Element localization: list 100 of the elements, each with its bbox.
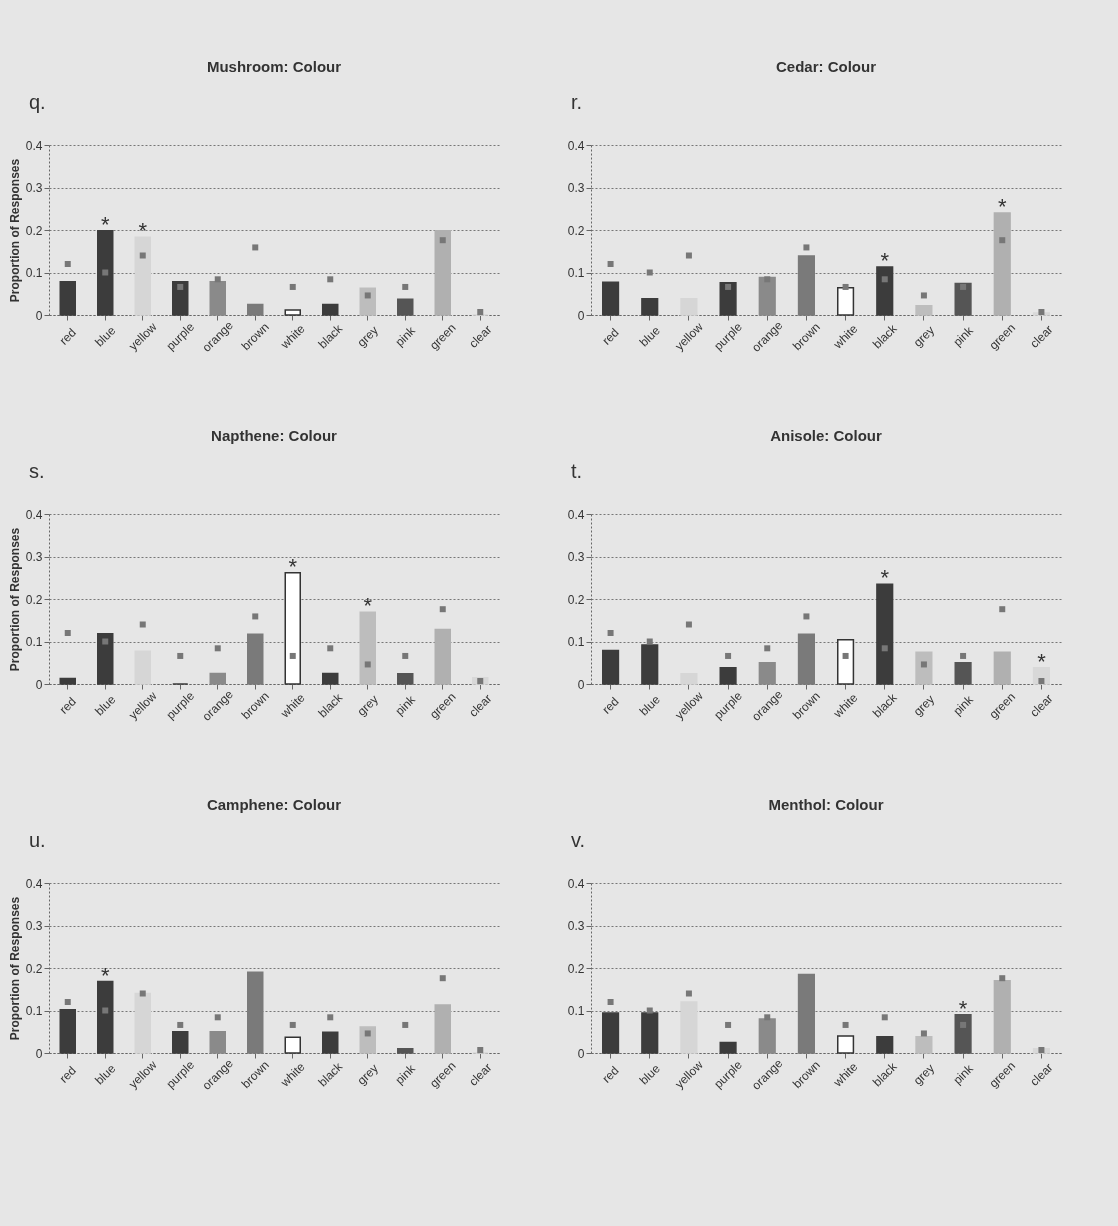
text: s. bbox=[29, 460, 45, 482]
point bbox=[842, 652, 849, 659]
bar bbox=[758, 662, 776, 685]
point bbox=[725, 652, 732, 659]
point bbox=[881, 276, 888, 283]
point bbox=[327, 1014, 334, 1021]
bar bbox=[719, 1041, 737, 1054]
bar bbox=[719, 667, 737, 685]
point bbox=[607, 261, 614, 267]
point bbox=[402, 283, 409, 290]
point bbox=[842, 283, 849, 290]
y-tick-label: 0.3 bbox=[567, 181, 585, 195]
point bbox=[725, 1021, 732, 1028]
x-tick-label: blue bbox=[636, 1061, 663, 1088]
text: t. bbox=[571, 460, 583, 482]
point bbox=[1038, 678, 1045, 685]
point bbox=[402, 652, 409, 659]
point bbox=[177, 1021, 184, 1028]
y-tick-label: 0.4 bbox=[25, 507, 43, 522]
y-tick-label: 0.2 bbox=[25, 223, 43, 238]
point bbox=[881, 1014, 888, 1021]
y-tick-label: 0.2 bbox=[567, 961, 585, 976]
point bbox=[881, 645, 888, 652]
point bbox=[402, 1021, 409, 1028]
y-tick-label: 0.3 bbox=[567, 919, 585, 933]
bar bbox=[915, 304, 933, 316]
point bbox=[764, 1014, 771, 1021]
point bbox=[803, 244, 810, 251]
y-axis-title: Proportion of Responses bbox=[7, 158, 22, 303]
point bbox=[685, 990, 692, 997]
point bbox=[214, 645, 221, 652]
y-tick-label: 0.4 bbox=[567, 138, 585, 153]
bar bbox=[915, 651, 933, 685]
point bbox=[685, 621, 692, 628]
point bbox=[177, 283, 184, 290]
point bbox=[999, 237, 1006, 244]
point bbox=[364, 1030, 371, 1037]
y-tick-label: 0.1 bbox=[25, 635, 43, 649]
y-tick-label: 0.1 bbox=[25, 266, 43, 280]
point bbox=[139, 990, 146, 997]
y-tick-label: 0.1 bbox=[567, 1004, 585, 1018]
bar bbox=[641, 644, 659, 685]
bar bbox=[602, 281, 620, 316]
point bbox=[646, 638, 653, 645]
point bbox=[252, 244, 259, 251]
bar bbox=[134, 992, 151, 1054]
point bbox=[764, 276, 771, 283]
point bbox=[646, 269, 653, 276]
y-tick-label: 0.2 bbox=[25, 961, 43, 976]
y-tick-label: 0.1 bbox=[567, 266, 585, 280]
y-tick-label: 0 bbox=[35, 308, 43, 323]
y-tick-label: 0 bbox=[35, 677, 43, 692]
bar bbox=[97, 633, 114, 685]
bar bbox=[758, 1018, 776, 1054]
point bbox=[960, 652, 967, 659]
bar bbox=[209, 281, 226, 316]
y-axis-title: Proportion of Responses bbox=[7, 896, 22, 1041]
point bbox=[607, 630, 614, 636]
annotation: * bbox=[288, 553, 298, 579]
point bbox=[177, 652, 184, 659]
y-tick-label: 0.2 bbox=[567, 592, 585, 607]
text: u. bbox=[29, 829, 46, 851]
bar bbox=[397, 673, 414, 685]
bar bbox=[954, 1014, 972, 1054]
point bbox=[764, 645, 771, 652]
bar bbox=[876, 1036, 894, 1054]
y-tick-label: 0.1 bbox=[25, 1004, 43, 1018]
y-tick-label: 0.2 bbox=[567, 223, 585, 238]
y-tick-label: 0 bbox=[35, 1046, 43, 1061]
y-tick-label: 0.4 bbox=[25, 876, 43, 891]
bar bbox=[397, 1048, 414, 1054]
point bbox=[607, 999, 614, 1005]
annotation: * bbox=[958, 995, 968, 1021]
point bbox=[102, 1007, 109, 1014]
bar bbox=[837, 639, 855, 685]
y-tick-label: 0 bbox=[577, 677, 585, 692]
bar bbox=[641, 1012, 659, 1054]
x-tick-label: blue bbox=[636, 692, 663, 719]
point bbox=[477, 309, 484, 316]
point bbox=[725, 283, 732, 290]
bar bbox=[284, 309, 301, 316]
bar bbox=[359, 611, 376, 685]
point bbox=[439, 606, 446, 613]
chart-title: Anisole: Colour bbox=[770, 427, 882, 444]
y-tick-label: 0.4 bbox=[567, 876, 585, 891]
point bbox=[960, 283, 967, 290]
bar bbox=[719, 281, 737, 316]
point bbox=[477, 1047, 484, 1054]
bar bbox=[680, 673, 698, 685]
point bbox=[327, 276, 334, 283]
x-tick-label: red bbox=[599, 694, 622, 717]
point bbox=[439, 975, 446, 982]
point bbox=[327, 645, 334, 652]
annotation: * bbox=[880, 247, 890, 273]
annotation: * bbox=[100, 211, 110, 237]
bar bbox=[602, 1012, 620, 1054]
bar bbox=[954, 282, 972, 316]
bar bbox=[322, 672, 339, 685]
bar bbox=[209, 1031, 226, 1054]
x-tick-label: red bbox=[56, 325, 79, 348]
